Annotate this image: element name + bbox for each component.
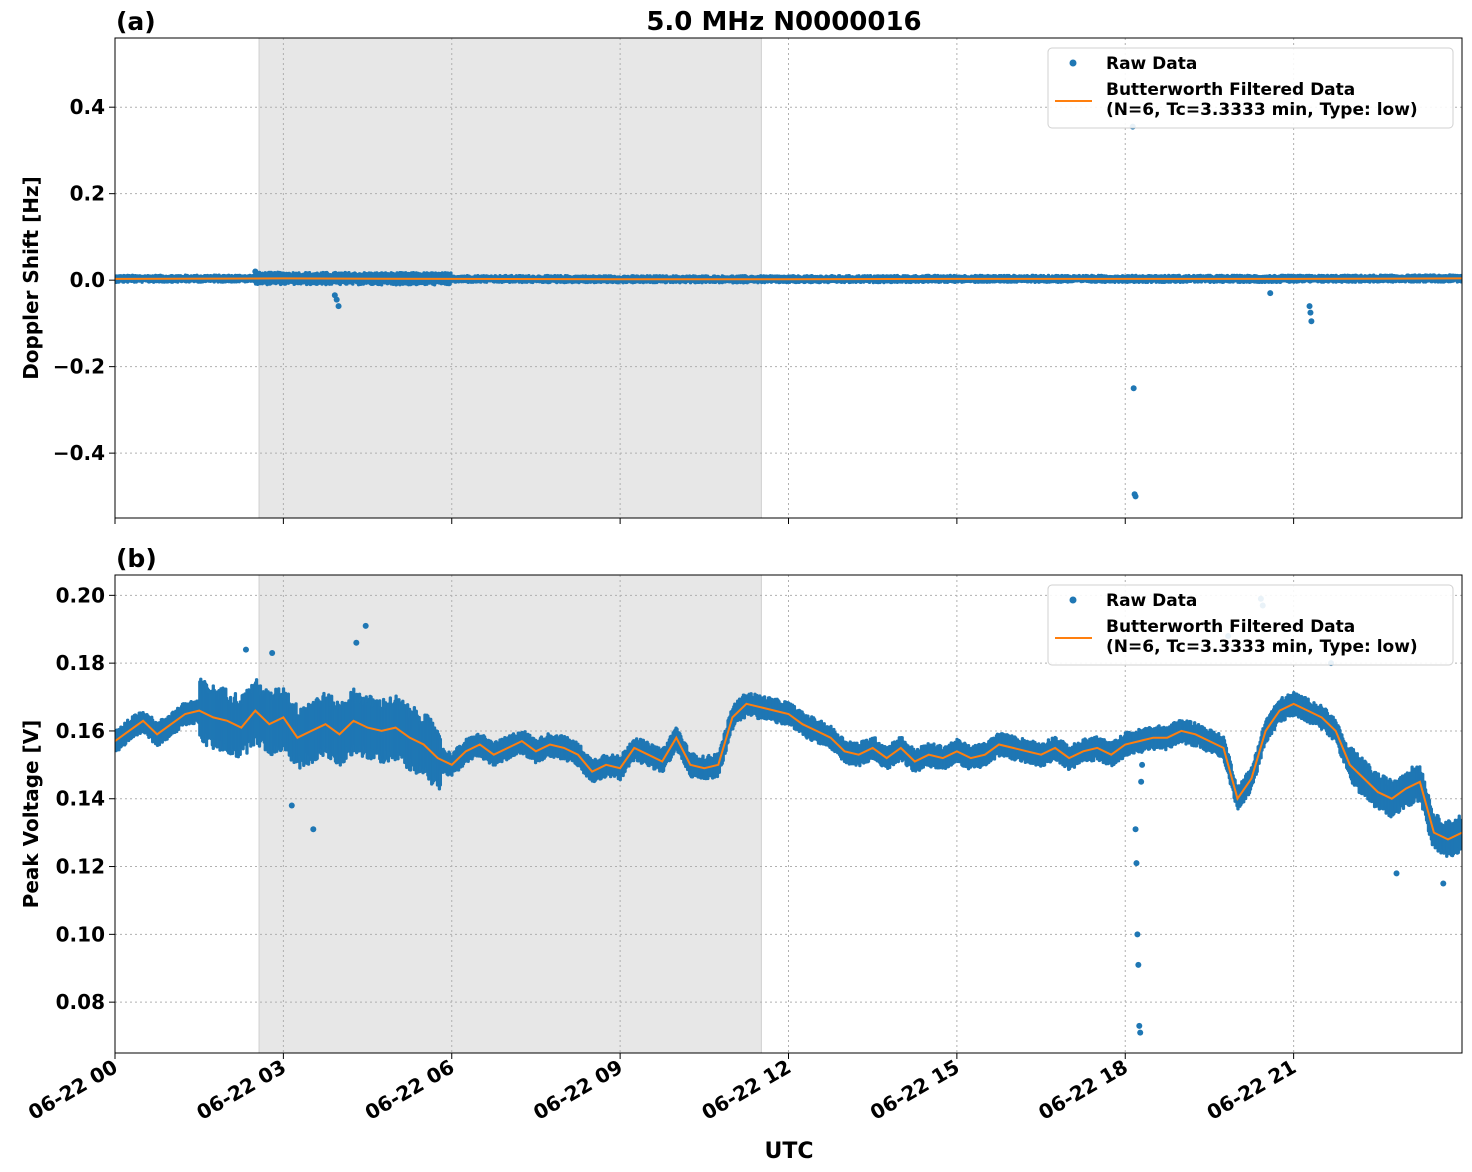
x-tick-label: 06-22 15 [866, 1055, 964, 1125]
y-tick-label: −0.2 [53, 355, 105, 379]
legend-filtered-label: Butterworth Filtered Data [1106, 617, 1355, 637]
raw-data-point [353, 639, 360, 646]
panel-b-peak-voltage: 06-22 00 06-22 03 06-22 06 06-22 09 06-22 12… [19, 544, 1463, 1125]
y-tick-label: 0.0 [70, 268, 105, 292]
raw-data-point [1138, 778, 1145, 785]
raw-data-point [1135, 961, 1142, 968]
shaded-interval [258, 574, 762, 1054]
y-tick-label: 0.2 [70, 182, 105, 206]
panel-label: (a) [116, 7, 156, 36]
x-tick-label: 06-22 21 [1203, 1055, 1301, 1125]
raw-data-point [1307, 309, 1314, 316]
x-tick-label: 06-22 12 [697, 1055, 795, 1125]
legend-filtered-label: Butterworth Filtered Data [1106, 80, 1355, 100]
raw-data-point [1137, 1029, 1144, 1036]
y-tick-label: 0.10 [56, 922, 105, 946]
y-tick-label: 0.18 [56, 651, 105, 675]
raw-data-point [1132, 493, 1139, 500]
y-tick-label: 0.4 [70, 95, 105, 119]
legend-box [1047, 47, 1454, 129]
raw-data-point [1130, 385, 1137, 392]
x-tick-label: 06-22 03 [192, 1055, 290, 1125]
y-tick-label: 0.16 [56, 719, 105, 743]
raw-data-point [1393, 870, 1400, 877]
raw-data-point [1134, 931, 1141, 938]
raw-data-point [1267, 290, 1274, 297]
legend-filtered-label: (N=6, Tc=3.3333 min, Type: low) [1106, 100, 1418, 120]
filtered-data-line [115, 277, 1462, 281]
y-tick-label: 0.14 [56, 787, 105, 811]
raw-data-point [1132, 826, 1139, 833]
raw-data-point [269, 649, 276, 656]
y-axis-label: Peak Voltage [V] [19, 720, 43, 909]
raw-data-point [335, 303, 342, 310]
x-tick-label: 06-22 18 [1034, 1055, 1132, 1125]
legend-raw-marker [1069, 59, 1077, 67]
panel-a-doppler-shift: 0.4 0.2 0.0 −0.2 −0.4 Doppler Shift [Hz] (a) Ra… [19, 7, 1463, 524]
y-tick-label: 0.12 [56, 855, 105, 879]
y-tick-label: 0.08 [56, 990, 105, 1014]
raw-data-point [333, 296, 340, 303]
legend-raw-label: Raw Data [1106, 591, 1197, 611]
raw-data-point [1133, 860, 1140, 867]
raw-data-point [242, 646, 249, 653]
x-axis-label: UTC [764, 1139, 813, 1164]
chart-title: 5.0 MHz N0000016 [646, 7, 921, 37]
legend: Raw Data Butterworth Filtered Data(N=6, T… [1047, 584, 1454, 666]
y-tick-label: −0.4 [53, 441, 105, 465]
panel-label: (b) [116, 544, 157, 573]
filtered-data-line [115, 702, 1462, 841]
y-tick-label: 0.20 [56, 583, 105, 607]
x-tick-label: 06-22 00 [24, 1055, 122, 1125]
x-tick-label: 06-22 06 [361, 1055, 459, 1125]
raw-data-point [1139, 761, 1146, 768]
legend-filtered-label: (N=6, Tc=3.3333 min, Type: low) [1106, 637, 1418, 657]
raw-data-point [1308, 318, 1315, 325]
x-tick-label: 06-22 09 [529, 1055, 627, 1125]
raw-data-point [288, 802, 295, 809]
raw-data-point [1440, 880, 1447, 887]
legend-raw-label: Raw Data [1106, 54, 1197, 74]
legend-raw-marker [1069, 596, 1077, 604]
plot-area [115, 123, 1462, 500]
y-axis-label: Doppler Shift [Hz] [19, 176, 43, 380]
legend: Raw Data Butterworth Filtered Data(N=6, T… [1047, 47, 1454, 129]
raw-data-point [1306, 303, 1313, 310]
raw-data-point [252, 268, 259, 275]
legend-box [1047, 584, 1454, 666]
plot-area [115, 595, 1462, 1036]
raw-data-point [310, 826, 317, 833]
raw-data-point [1136, 1022, 1143, 1029]
raw-data-point [362, 622, 369, 629]
